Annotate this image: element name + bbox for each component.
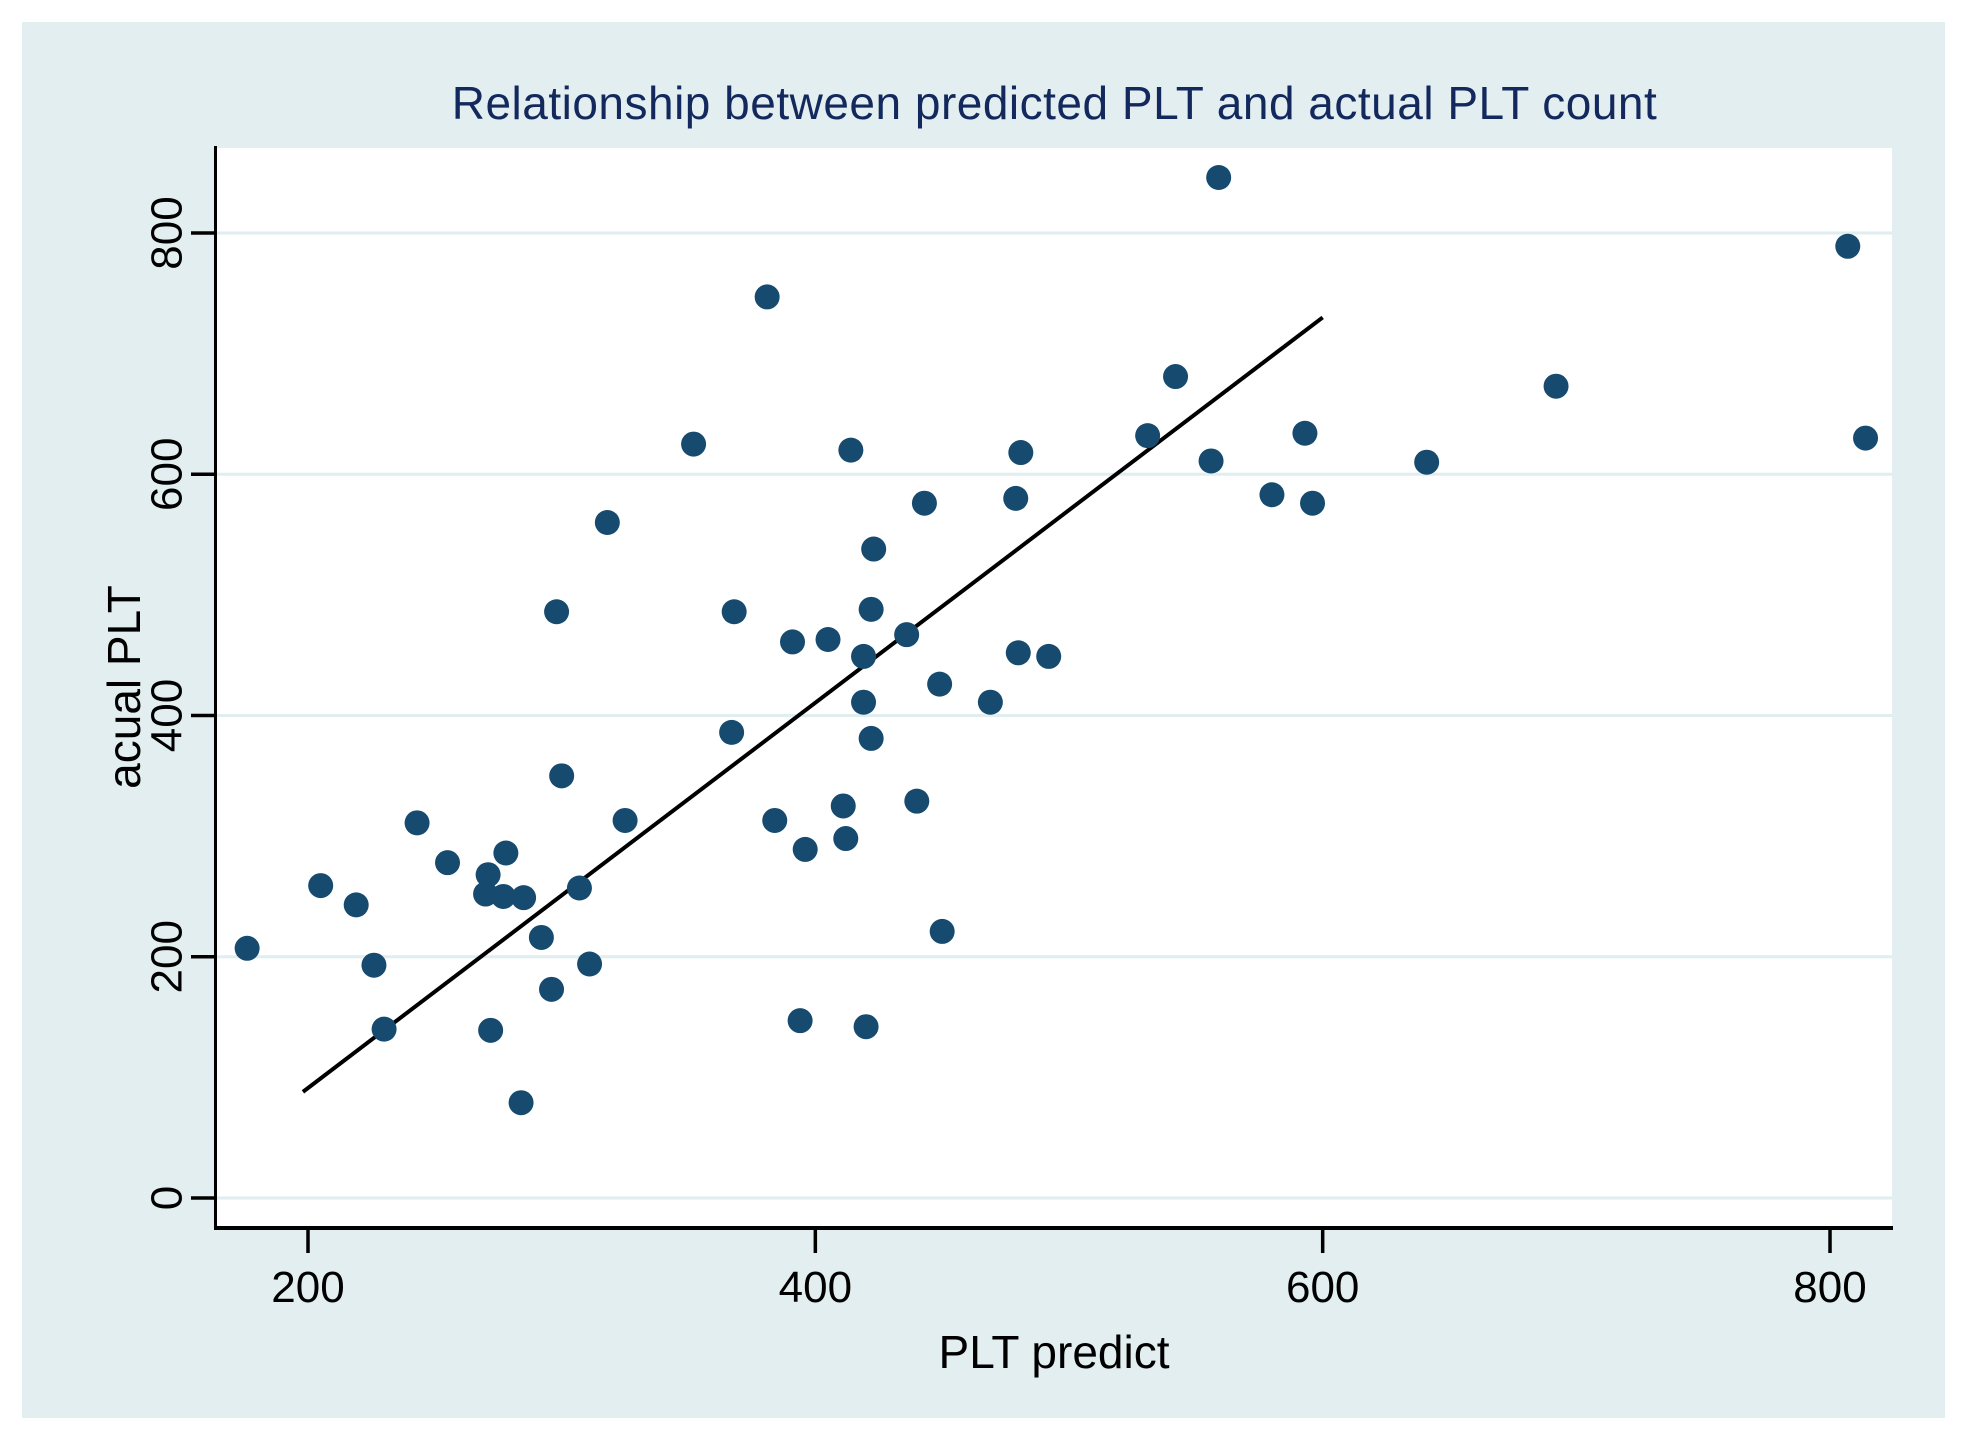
scatter-point [1198, 448, 1224, 474]
scatter-point [371, 1016, 397, 1042]
scatter-point [612, 807, 638, 833]
y-tick-label: 0 [142, 1186, 191, 1210]
scatter-points [234, 165, 1879, 1116]
scatter-point [435, 850, 461, 876]
scatter-point [977, 689, 1003, 715]
scatter-point [528, 924, 554, 950]
scatter-point [1300, 490, 1326, 516]
scatter-point [754, 284, 780, 310]
scatter-point [539, 976, 565, 1002]
scatter-point [361, 952, 387, 978]
scatter-point [1853, 425, 1879, 451]
scatter-point [762, 807, 788, 833]
scatter-point [511, 885, 537, 911]
y-tick-label: 600 [142, 438, 191, 511]
y-tick-label: 800 [142, 196, 191, 269]
y-tick-label: 400 [142, 679, 191, 752]
scatter-point [343, 892, 369, 918]
gridlines [217, 231, 1892, 1200]
scatter-point [1206, 165, 1232, 191]
scatter-point [927, 671, 953, 697]
scatter-point [830, 793, 856, 819]
scatter-point [929, 918, 955, 944]
scatter-point [404, 810, 430, 836]
scatter-point [544, 599, 570, 625]
scatter-point [1135, 423, 1161, 449]
chart-title: Relationship between predicted PLT and a… [451, 77, 1658, 129]
scatter-point [1008, 440, 1034, 466]
scatter-point [894, 622, 920, 648]
scatter-point [904, 788, 930, 814]
scatter-point [858, 725, 884, 751]
scatter-point [787, 1008, 813, 1034]
scatter-point [780, 629, 806, 655]
scatter-point [1835, 233, 1861, 259]
y-axis-line [214, 146, 217, 1230]
scatter-point [1292, 420, 1318, 446]
scatter-point [838, 437, 864, 463]
scatter-point [851, 643, 877, 669]
axis-tick-labels: 0 200 400 600 800 200 400 600 800 [142, 196, 1866, 1312]
scatter-point [475, 862, 501, 888]
scatter-point [490, 883, 516, 909]
scatter-point [508, 1090, 534, 1116]
scatter-point [1005, 640, 1031, 666]
x-tick-label: 200 [271, 1263, 344, 1312]
scatter-point [851, 689, 877, 715]
trend-line-group [301, 315, 1324, 1094]
scatter-point [1259, 482, 1285, 508]
scatter-point [549, 763, 575, 789]
scatter-point [234, 935, 260, 961]
scatter-point [858, 596, 884, 622]
plot-area [217, 148, 1892, 1226]
scatter-point [719, 719, 745, 745]
scatter-point [815, 627, 841, 653]
x-axis-line [214, 1226, 1893, 1230]
scatter-point [493, 840, 519, 866]
scatter-point [792, 836, 818, 862]
y-tick-label: 200 [142, 920, 191, 993]
y-axis-title: acual PLT [98, 585, 150, 789]
scatter-point [833, 826, 859, 852]
scatter-point [1036, 643, 1062, 669]
scatter-point [308, 873, 334, 899]
scatter-point [911, 490, 937, 516]
scatter-point [861, 536, 887, 562]
scatter-point [1543, 373, 1569, 399]
scatter-point [566, 875, 592, 901]
scatter-point [721, 599, 747, 625]
scatter-point [853, 1014, 879, 1040]
x-tick-label: 400 [779, 1263, 852, 1312]
scatter-point [1414, 449, 1440, 475]
scatter-point [681, 431, 707, 457]
scatter-point [577, 951, 603, 977]
x-tick-label: 600 [1286, 1263, 1359, 1312]
x-axis-title: PLT predict [939, 1326, 1170, 1378]
scatter-point [594, 510, 620, 535]
fit-line [301, 315, 1324, 1094]
scatter-point [478, 1017, 504, 1043]
scatter-point [1003, 485, 1029, 511]
axis-ticks [191, 231, 1832, 1253]
x-tick-label: 800 [1793, 1263, 1866, 1312]
scatter-point [1163, 364, 1189, 390]
